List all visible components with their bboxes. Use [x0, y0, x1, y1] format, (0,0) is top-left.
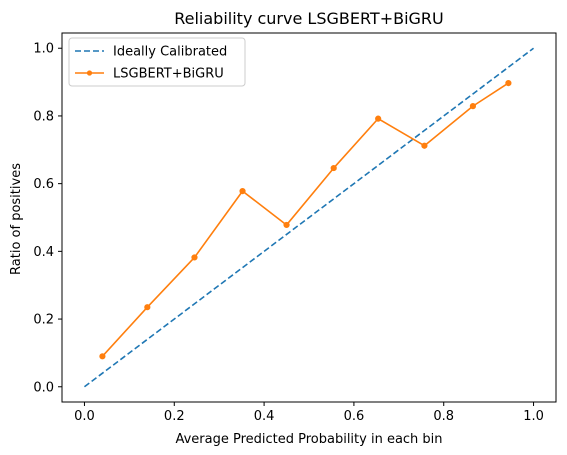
data-point: [191, 254, 198, 261]
y-tick-label: 0.2: [33, 313, 54, 328]
x-tick-label: 0.2: [164, 409, 185, 424]
x-tick-label: 0.0: [74, 409, 95, 424]
data-point: [469, 103, 477, 110]
legend-box: [68, 37, 246, 87]
y-tick-label: 0.6: [33, 177, 54, 192]
legend-label: Ideally Calibrated: [113, 45, 227, 60]
x-tick-label: 1.0: [523, 409, 544, 424]
data-point: [99, 353, 106, 360]
series-line-1: [101, 82, 509, 357]
data-point: [375, 115, 382, 122]
chart-title: Reliability curve LSGBERT+BiGRU: [174, 9, 444, 28]
legend: Ideally Calibrated LSGBERT+BiGRU: [68, 37, 246, 87]
y-axis-label: Ratio of positives: [9, 163, 24, 275]
y-tick-label: 0.8: [33, 109, 54, 124]
data-point: [283, 221, 290, 229]
data-point: [505, 80, 512, 87]
y-tick-label: 1.0: [33, 42, 54, 57]
legend-marker: [86, 70, 93, 76]
plot-area: 0.0 0.2 0.4 0.6 0.8 1.0 0.0 0.2 0.4 0.6 0.8 1.0: [33, 32, 557, 424]
data-point: [421, 142, 428, 149]
y-tick-label: 0.4: [33, 245, 54, 260]
data-point: [330, 164, 337, 172]
x-tick-label: 0.6: [344, 409, 365, 424]
x-tick-label: 0.4: [254, 409, 275, 424]
series-line-0: [83, 47, 535, 388]
axes-frame: [61, 32, 557, 403]
data-point: [239, 187, 246, 195]
legend-label: LSGBERT+BiGRU: [113, 67, 224, 82]
y-tick-label: 0.0: [33, 380, 54, 395]
data-point: [144, 304, 151, 311]
x-tick-label: 0.8: [433, 409, 454, 424]
x-axis-label: Average Predicted Probability in each bi…: [175, 432, 442, 447]
